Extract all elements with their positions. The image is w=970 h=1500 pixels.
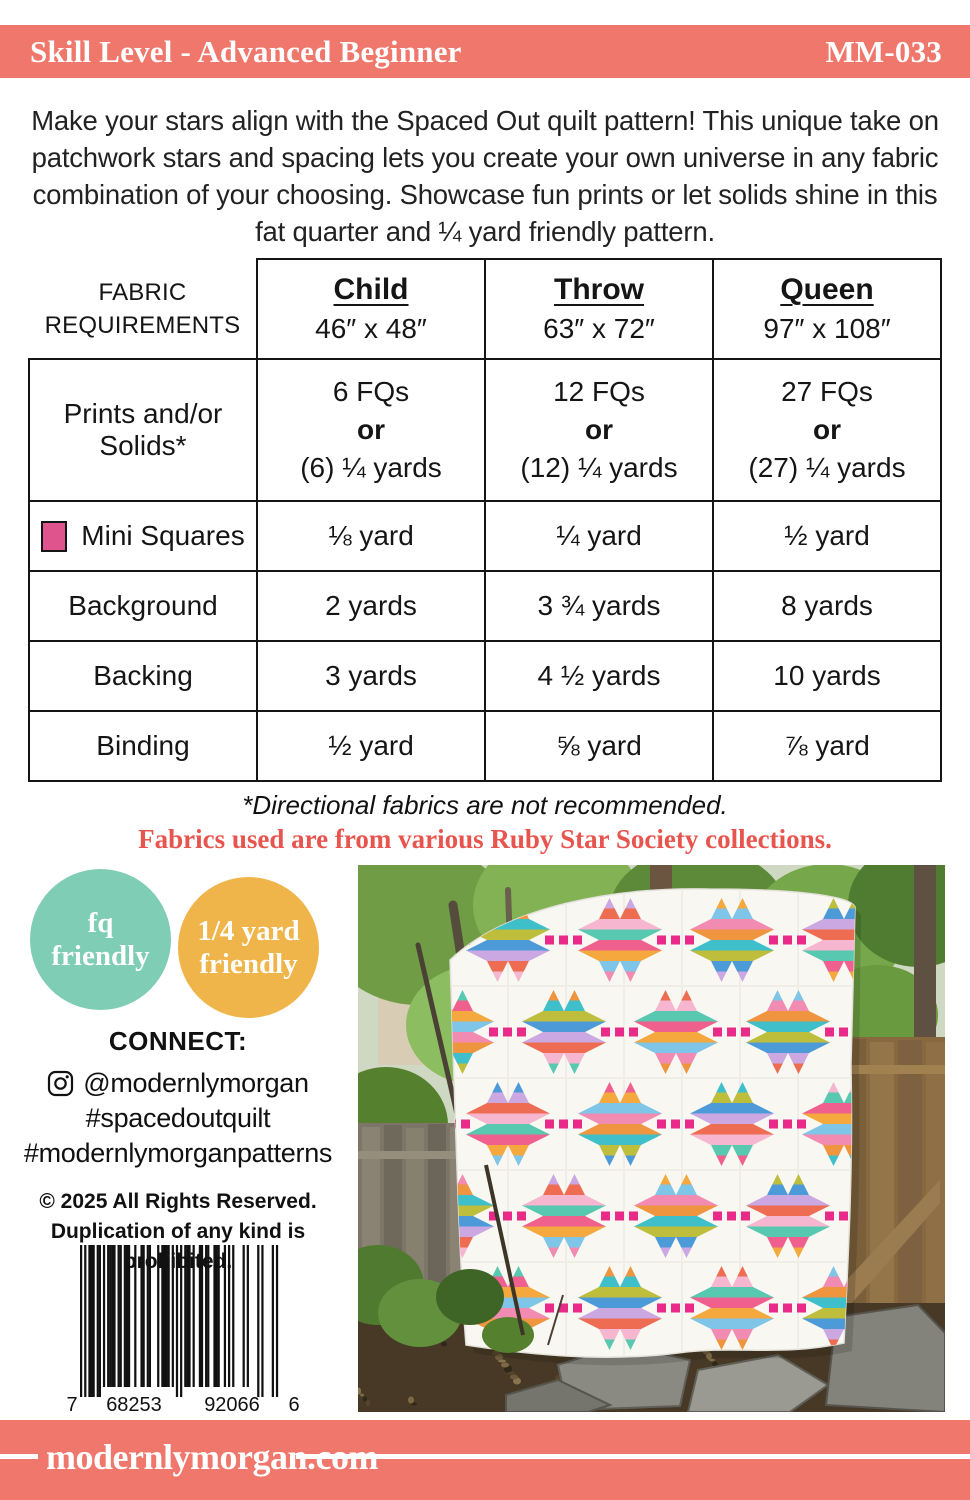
svg-text:92066: 92066: [204, 1394, 260, 1415]
quilt-photo: [358, 865, 945, 1412]
table-header-row: FABRIC REQUIREMENTS Child 46″ x 48″ Thro…: [29, 258, 942, 360]
table-row-backing: Backing 3 yards 4 ½ yards 10 yards: [28, 640, 942, 712]
svg-text:68253: 68253: [106, 1394, 162, 1415]
copyright-line: © 2025 All Rights Reserved.: [39, 1190, 317, 1213]
svg-text:6: 6: [288, 1394, 299, 1415]
connect-block: CONNECT: @modernlymorgan #spacedoutquilt…: [8, 1026, 348, 1277]
mini-squares-swatch: [41, 520, 68, 552]
directional-note: *Directional fabrics are not recommended…: [242, 790, 728, 820]
fq-friendly-badge: fq friendly: [30, 869, 171, 1010]
column-header-child: Child 46″ x 48″: [256, 258, 486, 360]
skill-level-label: Skill Level - Advanced Beginner: [30, 33, 462, 69]
hashtag-modernlymorganpatterns: #modernlymorganpatterns: [23, 1138, 333, 1168]
table-row-background: Background 2 yards 3 ¾ yards 8 yards: [28, 570, 942, 642]
column-header-queen: Queen 97″ x 108″: [712, 258, 942, 360]
fabric-requirements-table: FABRIC REQUIREMENTS Child 46″ x 48″ Thro…: [28, 258, 942, 782]
cell-binding-child: ½ yard: [256, 710, 486, 782]
intro-paragraph: Make your stars align with the Spaced Ou…: [31, 105, 939, 247]
cell-background-throw: 3 ¾ yards: [484, 570, 714, 642]
cell-backing-queen: 10 yards: [712, 640, 942, 712]
row-label-prints: Prints and/or Solids*: [28, 358, 258, 502]
header-bar: Skill Level - Advanced Beginner MM-033: [0, 25, 970, 78]
quarter-yard-friendly-badge: 1/4 yard friendly: [178, 877, 319, 1018]
column-header-throw: Throw 63″ x 72″: [484, 258, 714, 360]
row-label-backing: Backing: [28, 640, 258, 712]
connect-heading: CONNECT:: [108, 1026, 248, 1056]
table-row-prints: Prints and/or Solids* 6 FQs or (6) ¼ yar…: [28, 358, 942, 502]
cell-background-child: 2 yards: [256, 570, 486, 642]
instagram-handle: @modernlymorgan: [83, 1067, 309, 1098]
instagram-row: @modernlymorgan: [8, 1065, 348, 1101]
footer-rule-left: [0, 1454, 38, 1459]
pattern-number: MM-033: [825, 33, 942, 69]
corner-label-line1: FABRIC: [98, 278, 187, 306]
table-row-mini-squares: Mini Squares ⅛ yard ¼ yard ½ yard: [28, 500, 942, 572]
fabrics-note: Fabrics used are from various Ruby Star …: [138, 824, 832, 854]
cell-background-queen: 8 yards: [712, 570, 942, 642]
row-label-background: Background: [28, 570, 258, 642]
upc-barcode: 7 68253 92066 6: [64, 1243, 304, 1416]
corner-cell: FABRIC REQUIREMENTS: [29, 259, 258, 360]
corner-label-line2: REQUIREMENTS: [44, 311, 241, 339]
row-label-mini-squares: Mini Squares: [28, 500, 258, 572]
cell-mini-throw: ¼ yard: [484, 500, 714, 572]
row-label-binding: Binding: [28, 710, 258, 782]
cell-prints-child: 6 FQs or (6) ¼ yards: [256, 358, 486, 502]
svg-text:7: 7: [66, 1394, 77, 1415]
cell-binding-queen: ⅞ yard: [712, 710, 942, 782]
hashtag-spacedoutquilt: #spacedoutquilt: [85, 1103, 271, 1133]
cell-binding-throw: ⅝ yard: [484, 710, 714, 782]
footer-rule-right: [296, 1454, 970, 1459]
cell-backing-throw: 4 ½ yards: [484, 640, 714, 712]
footer-bar: [0, 1420, 970, 1500]
cell-mini-child: ⅛ yard: [256, 500, 486, 572]
photo-foreground-plants: [358, 1164, 564, 1353]
cell-prints-queen: 27 FQs or (27) ¼ yards: [712, 358, 942, 502]
table-row-binding: Binding ½ yard ⅝ yard ⅞ yard: [28, 710, 942, 782]
instagram-icon: [47, 1070, 74, 1097]
cell-prints-throw: 12 FQs or (12) ¼ yards: [484, 358, 714, 502]
cell-backing-child: 3 yards: [256, 640, 486, 712]
cell-mini-queen: ½ yard: [712, 500, 942, 572]
website-url: modernlymorgan.com: [46, 1437, 378, 1477]
